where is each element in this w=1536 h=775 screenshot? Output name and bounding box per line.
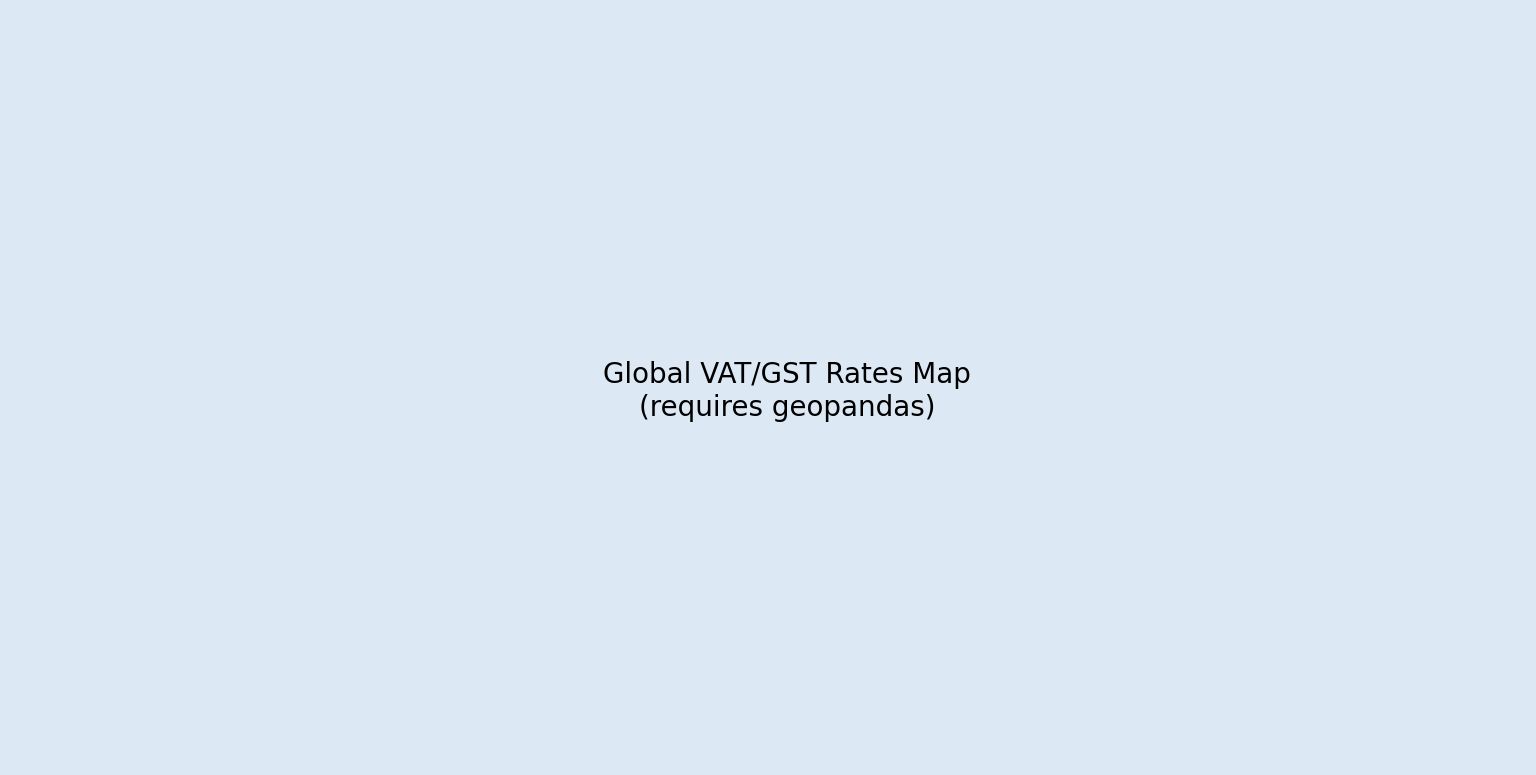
Text: Global VAT/GST Rates Map
(requires geopandas): Global VAT/GST Rates Map (requires geopa… [604, 361, 971, 422]
